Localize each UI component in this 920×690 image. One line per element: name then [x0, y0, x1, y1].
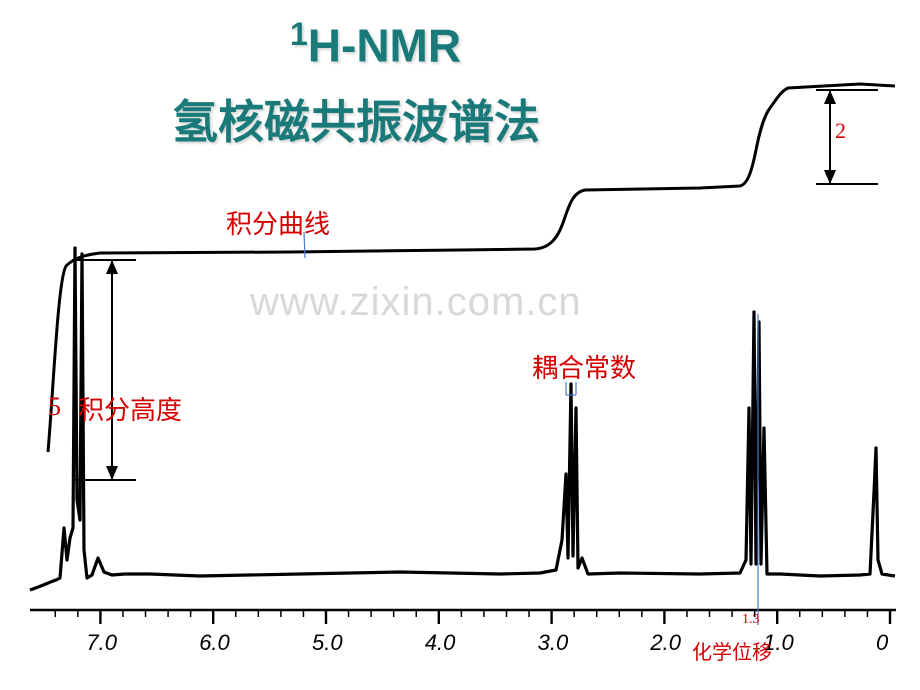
watermark-text: www.zixin.com.cn [250, 280, 582, 325]
integral-height-value-5: 5 [48, 392, 61, 422]
chemical-shift-value: 1.3 [742, 612, 760, 628]
x-axis-label: 6.0 [199, 630, 230, 655]
title-superscript: 1 [290, 16, 308, 52]
title-line-2: 氢核磁共振波谱法 [172, 86, 540, 152]
nmr-spectrum-container: 01.02.03.04.05.06.07.0 www.zixin.com.cn … [0, 0, 920, 690]
x-axis-label: 2.0 [649, 630, 681, 655]
x-axis-label: 4.0 [425, 630, 456, 655]
title-line-1: 1H-NMR [290, 16, 461, 72]
title-main-text: H-NMR [308, 19, 461, 71]
integral-height-label: 积分高度 [78, 390, 182, 427]
integral-height-arrow-head-down [106, 466, 118, 480]
x-axis-label: 7.0 [86, 630, 117, 655]
integral-height-arrow-head-up [106, 260, 118, 274]
integral-2-arrow-head-up [824, 90, 836, 104]
x-axis-label: 5.0 [312, 630, 343, 655]
x-axis-label: 0 [876, 630, 889, 655]
x-axis-label: 3.0 [538, 630, 569, 655]
integral-2-arrow-head-down [824, 170, 836, 184]
integral-curve-label: 积分曲线 [226, 204, 330, 241]
chemical-shift-label: 化学位移 [692, 636, 772, 665]
integral-value-2: 2 [835, 118, 846, 144]
coupling-constant-label: 耦合常数 [532, 348, 636, 385]
